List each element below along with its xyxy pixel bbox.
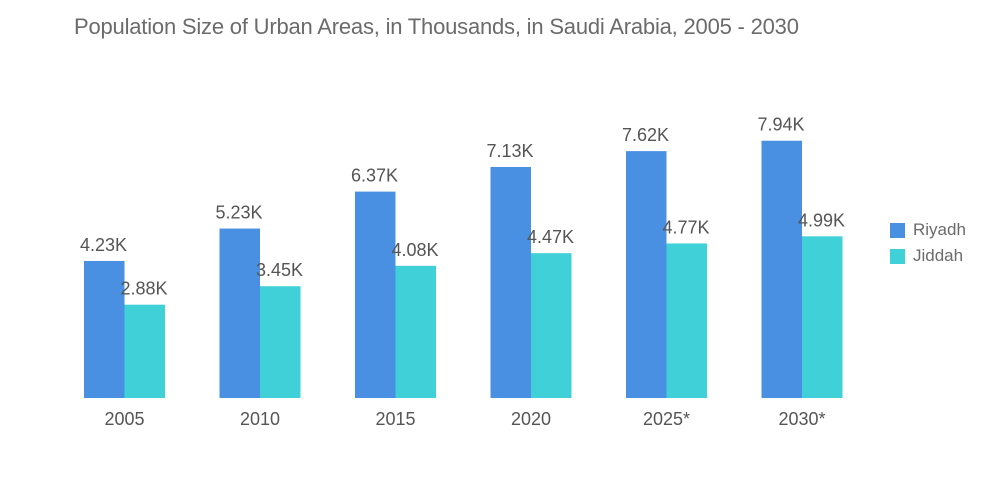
legend-item-riyadh: Riyadh <box>890 217 966 243</box>
legend: Riyadh Jiddah <box>890 217 966 269</box>
bar-jiddah-2005 <box>124 304 165 398</box>
data-label-jiddah-2010: 3.45K <box>256 260 303 280</box>
bar-jiddah-2010 <box>260 286 301 398</box>
legend-item-jiddah: Jiddah <box>890 243 966 269</box>
bar-jiddah-2020 <box>531 253 572 398</box>
data-label-jiddah-2015: 4.08K <box>392 240 439 260</box>
bar-riyadh-2020 <box>490 166 531 398</box>
data-label-jiddah-2020: 4.47K <box>527 227 574 247</box>
bar-riyadh-2030 <box>761 140 802 398</box>
x-tick-label: 2005 <box>104 409 144 429</box>
x-tick-label: 2030* <box>778 409 825 429</box>
x-tick-label: 2020 <box>511 409 551 429</box>
legend-swatch-riyadh <box>890 222 905 238</box>
data-label-riyadh-2015: 6.37K <box>351 166 398 186</box>
bar-riyadh-2025 <box>626 151 667 398</box>
bar-riyadh-2010 <box>219 228 260 398</box>
bar-riyadh-2005 <box>84 260 125 398</box>
data-label-riyadh-2025: 7.62K <box>622 125 669 145</box>
x-tick-label: 2025* <box>643 409 690 429</box>
x-tick-label: 2015 <box>375 409 415 429</box>
data-label-riyadh-2030: 7.94K <box>758 115 805 135</box>
chart-title: Population Size of Urban Areas, in Thous… <box>74 14 799 39</box>
data-label-riyadh-2020: 7.13K <box>487 141 534 161</box>
legend-swatch-jiddah <box>890 248 905 264</box>
legend-label-riyadh: Riyadh <box>913 220 966 239</box>
data-label-jiddah-2025: 4.77K <box>663 217 710 237</box>
data-label-riyadh-2005: 4.23K <box>80 235 127 255</box>
bar-jiddah-2025 <box>666 243 707 398</box>
bar-riyadh-2015 <box>355 191 396 398</box>
bar-jiddah-2015 <box>395 265 436 398</box>
data-label-jiddah-2005: 2.88K <box>121 279 168 299</box>
legend-label-jiddah: Jiddah <box>913 246 964 265</box>
x-tick-label: 2010 <box>240 409 280 429</box>
bar-jiddah-2030 <box>802 236 843 398</box>
data-label-riyadh-2010: 5.23K <box>216 203 263 223</box>
data-label-jiddah-2030: 4.99K <box>798 210 845 230</box>
